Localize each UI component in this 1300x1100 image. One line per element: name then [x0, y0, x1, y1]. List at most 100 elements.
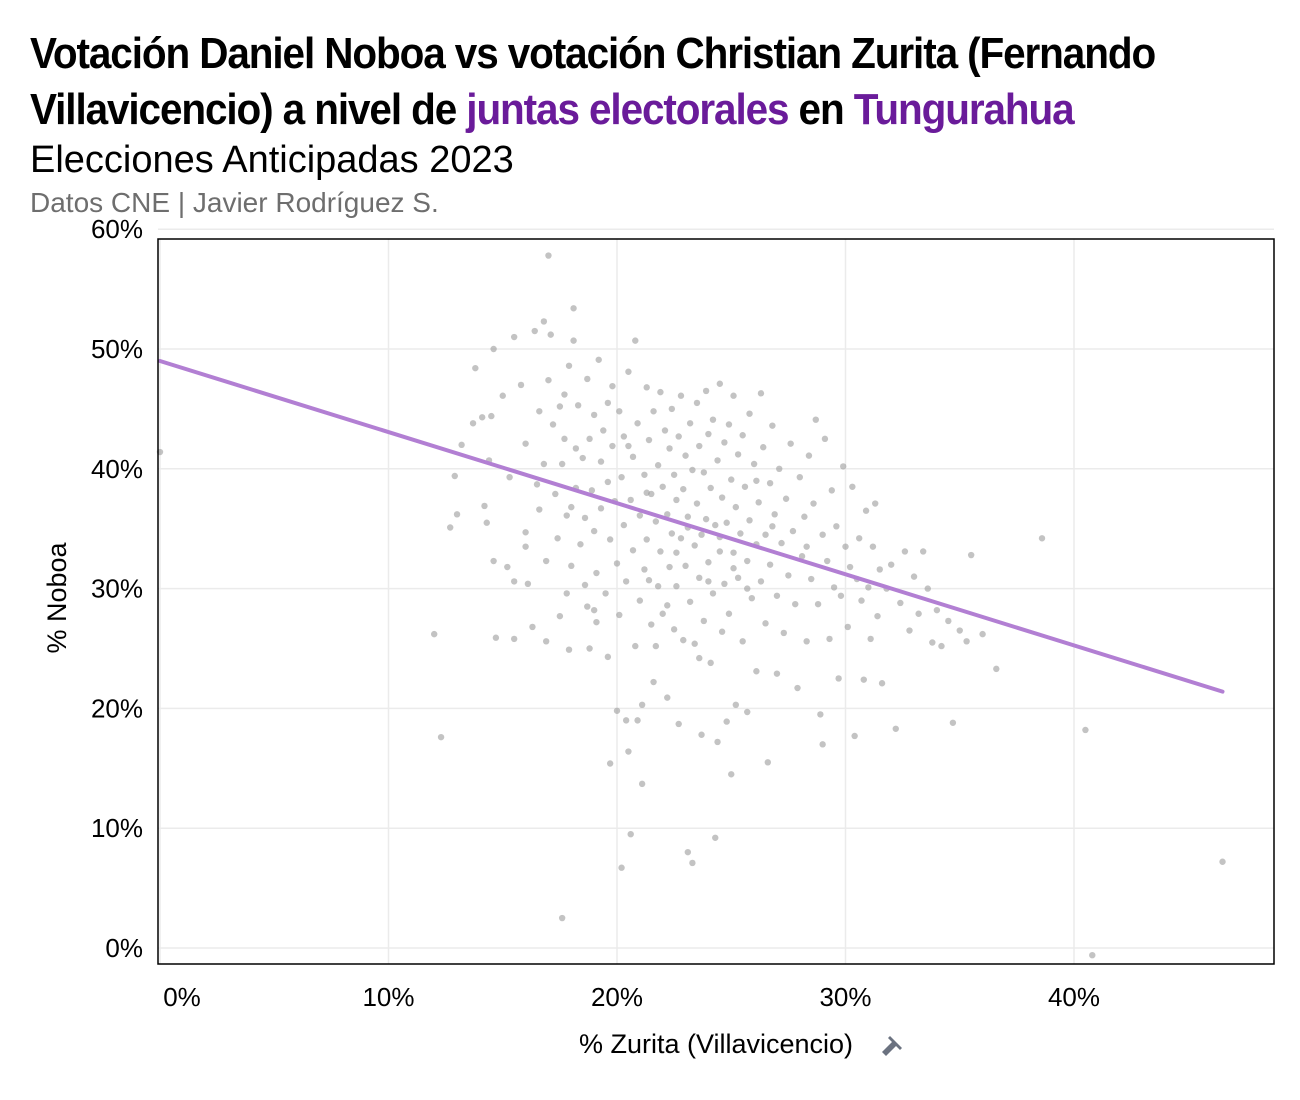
data-point: [549, 421, 557, 428]
data-point: [584, 603, 591, 610]
grid-lines: [158, 228, 1274, 964]
y-tick-label: 60%: [91, 214, 143, 244]
data-point: [849, 483, 856, 490]
data-point: [725, 421, 733, 428]
data-point: [744, 585, 751, 592]
data-point: [483, 519, 490, 526]
data-point: [709, 416, 717, 423]
data-point: [734, 451, 742, 458]
data-point: [705, 430, 712, 438]
data-point: [604, 653, 612, 661]
data-point: [670, 626, 678, 633]
chart-caption: Datos CNE | Javier Rodríguez S.: [30, 187, 439, 218]
data-point: [938, 642, 945, 650]
data-point: [545, 376, 552, 384]
data-point: [730, 392, 737, 399]
data-point: [851, 732, 858, 740]
data-point: [632, 642, 639, 650]
data-point: [696, 442, 703, 450]
data-point: [437, 733, 445, 741]
data-point: [723, 718, 730, 725]
data-point: [744, 708, 751, 716]
data-point: [545, 252, 552, 259]
data-point: [657, 548, 664, 555]
data-point: [766, 561, 774, 568]
data-point: [558, 914, 566, 922]
data-point: [718, 628, 726, 635]
data-point: [858, 597, 865, 604]
title-text-pre: Villavicencio) a nivel de: [30, 85, 467, 134]
data-point: [677, 535, 685, 542]
data-point: [776, 465, 783, 472]
data-point: [1082, 726, 1089, 734]
data-point: [787, 440, 794, 447]
data-point: [734, 574, 742, 582]
data-point: [1219, 858, 1226, 865]
data-point: [878, 680, 886, 687]
data-point: [684, 848, 692, 856]
data-point: [915, 610, 922, 617]
data-point: [561, 435, 568, 443]
data-point: [522, 440, 529, 447]
data-point: [581, 581, 589, 589]
data-point: [627, 496, 634, 504]
data-point: [805, 452, 813, 459]
data-point: [709, 590, 717, 597]
data-point: [478, 414, 486, 421]
data-point: [451, 472, 458, 480]
data-point: [622, 578, 630, 585]
data-point: [723, 519, 730, 526]
data-point: [782, 495, 790, 502]
title-highlight-province: Tungurahua: [853, 85, 1075, 134]
y-tick-label: 50%: [91, 334, 143, 364]
data-point: [700, 617, 708, 625]
data-point: [721, 439, 728, 446]
data-point: [472, 364, 479, 372]
data-point: [620, 521, 628, 529]
data-point: [533, 481, 541, 488]
data-point: [1089, 951, 1096, 959]
data-point: [664, 511, 671, 518]
trend-line: [158, 358, 1225, 694]
data-point: [634, 420, 641, 427]
data-point: [673, 496, 680, 504]
trend-line-group: [158, 358, 1225, 694]
data-point: [696, 654, 703, 662]
data-point: [888, 561, 895, 568]
data-point: [616, 611, 623, 619]
data-point: [892, 725, 899, 732]
data-point: [828, 487, 835, 494]
data-point: [629, 453, 637, 461]
data-point: [654, 462, 662, 469]
data-point: [844, 623, 851, 631]
data-point: [833, 523, 840, 530]
data-point: [469, 420, 477, 427]
data-point: [819, 531, 826, 538]
data-point: [796, 473, 803, 481]
data-point: [572, 445, 580, 452]
data-point: [490, 557, 497, 565]
data-point: [771, 511, 778, 518]
data-point: [741, 483, 749, 490]
data-point: [830, 584, 838, 591]
data-point: [801, 513, 808, 520]
data-point: [540, 460, 548, 468]
data-point: [824, 557, 831, 565]
data-point: [746, 517, 753, 524]
y-tick-label: 20%: [91, 693, 143, 723]
data-point: [760, 444, 767, 451]
data-point: [812, 416, 819, 423]
data-point: [657, 388, 664, 396]
x-axis-title: % Zurita (Villavicencio): [579, 1029, 853, 1059]
data-point: [860, 676, 867, 683]
data-point: [949, 719, 957, 726]
data-point: [627, 830, 634, 838]
data-point: [732, 701, 740, 709]
data-point: [581, 514, 589, 522]
data-point: [641, 471, 648, 478]
data-point: [906, 627, 913, 634]
data-point: [542, 557, 550, 565]
chart-subtitle: Elecciones Anticipadas 2023: [30, 139, 514, 181]
x-tick-label: 0%: [163, 982, 201, 1012]
data-point: [682, 452, 689, 459]
